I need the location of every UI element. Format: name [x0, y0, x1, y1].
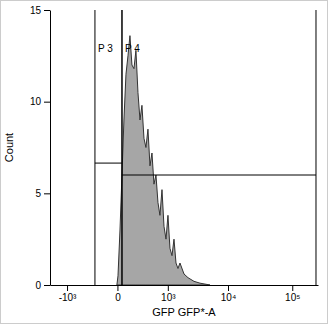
gate-line [122, 175, 316, 176]
y-axis-title: Count [3, 133, 15, 162]
y-tick-label: 0 [35, 280, 41, 291]
y-tick: 5 [35, 188, 50, 199]
y-tick-label: 15 [30, 5, 42, 16]
y-tick-label: 10 [30, 96, 42, 107]
gate-label: P 4 [125, 43, 140, 54]
x-tick: 10⁵ [285, 285, 300, 303]
x-tick-label: 0 [115, 292, 121, 303]
gate-line [95, 163, 122, 164]
y-tick-mark [44, 285, 50, 286]
x-tick-label: 10³ [161, 292, 176, 303]
gate-edge [121, 10, 122, 285]
y-tick: 15 [30, 5, 50, 16]
plot-area [95, 10, 316, 285]
x-tick: 10³ [161, 285, 176, 303]
x-tick-label: -10³ [59, 292, 77, 303]
y-tick-mark [44, 10, 50, 11]
y-axis-line [50, 11, 51, 286]
y-tick-mark [44, 102, 50, 103]
x-tick: -10³ [59, 285, 77, 303]
y-tick: 10 [30, 96, 50, 107]
x-axis: -10³ 0 10³ 10⁴ 10⁵ [51, 285, 319, 303]
x-tick-mark [67, 285, 68, 291]
x-tick: 10⁴ [221, 285, 236, 303]
x-tick: 0 [115, 285, 121, 303]
x-axis-title: GFP GFP*-A [152, 306, 216, 318]
y-tick-mark [44, 193, 50, 194]
x-tick-label: 10⁵ [285, 292, 300, 303]
frame [1, 1, 328, 324]
histogram-area [117, 36, 210, 285]
x-tick-mark [228, 285, 229, 291]
gate-label: P 3 [98, 43, 113, 54]
gate-labels: P 3 P 4 [98, 43, 140, 54]
y-axis: 0 5 10 15 [30, 5, 51, 291]
x-tick-label: 10⁴ [221, 292, 236, 303]
y-tick: 0 [35, 280, 50, 291]
x-axis-line [51, 285, 319, 286]
gate-edge [315, 10, 316, 285]
x-tick-mark [168, 285, 169, 291]
y-tick-label: 5 [35, 188, 41, 199]
gate-edge [94, 10, 95, 285]
x-tick-mark [117, 285, 118, 291]
chart: P 3 P 4 -10³ 0 10³ 10⁴ 10⁵ 0 5 10 15 GFP GFP*-A Coun… [0, 0, 328, 324]
x-tick-mark [292, 285, 293, 291]
gate-edge [121, 10, 122, 285]
